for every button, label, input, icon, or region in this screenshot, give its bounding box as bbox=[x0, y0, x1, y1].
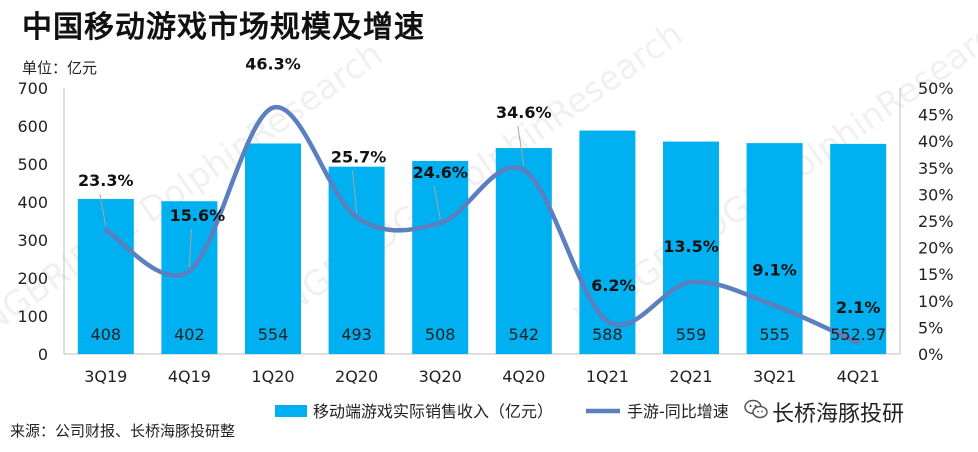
bar-value-label: 493 bbox=[341, 325, 372, 344]
x-axis-tick-label: 4Q21 bbox=[837, 367, 880, 386]
bar-value-label: 402 bbox=[174, 325, 205, 344]
bar bbox=[579, 130, 636, 354]
x-axis-tick-label: 4Q19 bbox=[168, 367, 211, 386]
axes: 0 100 200 300 400 500 600 700 0% 5% 10% 15% 20% 25% 30… bbox=[17, 79, 953, 386]
left-axis-tick-label: 0 bbox=[38, 345, 48, 364]
bar bbox=[412, 160, 469, 354]
x-axis-tick-label: 4Q20 bbox=[502, 367, 545, 386]
left-axis-tick-label: 500 bbox=[17, 155, 48, 174]
growth-value-label: 6.2% bbox=[591, 276, 635, 295]
growth-line bbox=[103, 105, 861, 346]
x-axis-tick-label: 3Q19 bbox=[84, 367, 127, 386]
left-axis-tick-label: 100 bbox=[17, 307, 48, 326]
growth-value-label: 34.6% bbox=[496, 103, 552, 122]
left-axis-tick-label: 300 bbox=[17, 231, 48, 250]
growth-value-label: 46.3% bbox=[245, 55, 301, 74]
leader-line bbox=[517, 125, 525, 167]
x-axis-tick-label: 3Q21 bbox=[753, 367, 796, 386]
bar bbox=[663, 141, 719, 354]
left-axis-tick-label: 400 bbox=[17, 193, 48, 212]
source-note: 来源：公司财报、长桥海豚投研整 bbox=[10, 422, 236, 440]
x-axis-tick-label: 1Q21 bbox=[586, 367, 629, 386]
x-axis-tick-label: 3Q20 bbox=[419, 367, 462, 386]
leader-line bbox=[188, 228, 192, 268]
growth-value-label: 2.1% bbox=[836, 298, 880, 317]
growth-value-label: 23.3% bbox=[78, 171, 134, 190]
bar-value-label: 408 bbox=[91, 325, 122, 344]
right-axis-tick-label: 50% bbox=[918, 79, 954, 98]
leader-line bbox=[99, 193, 107, 227]
left-axis-tick-label: 600 bbox=[17, 117, 48, 136]
bar bbox=[830, 143, 887, 354]
legend-label-line: 手游-同比增速 bbox=[627, 402, 729, 421]
bar-series bbox=[77, 130, 887, 354]
wechat-icon bbox=[744, 399, 768, 419]
chart-title: 中国移动游戏市场规模及增速 bbox=[22, 10, 425, 45]
right-axis-tick-label: 35% bbox=[918, 159, 954, 178]
bar-value-label: 559 bbox=[676, 325, 707, 344]
bar-value-label: 552.97 bbox=[830, 325, 886, 344]
x-axis-tick-label: 1Q20 bbox=[251, 367, 294, 386]
leader-line bbox=[433, 186, 441, 220]
bar-value-label: 588 bbox=[592, 325, 623, 344]
unit-label: 单位：亿元 bbox=[22, 59, 98, 77]
legend: 移动端游戏实际销售收入（亿元） 手游-同比增速 bbox=[275, 402, 729, 421]
right-axis-tick-label: 20% bbox=[918, 239, 954, 258]
growth-value-label: 15.6% bbox=[170, 206, 226, 225]
leader-line bbox=[352, 170, 358, 214]
right-axis-tick-label: 5% bbox=[918, 318, 943, 337]
x-axis-tick-label: 2Q21 bbox=[669, 367, 712, 386]
legend-label-bar: 移动端游戏实际销售收入（亿元） bbox=[313, 402, 553, 421]
bar bbox=[245, 143, 301, 354]
growth-value-label: 25.7% bbox=[331, 147, 387, 166]
growth-value-label: 9.1% bbox=[752, 261, 796, 280]
left-axis-tick-label: 200 bbox=[17, 269, 48, 288]
right-axis-tick-label: 45% bbox=[918, 106, 954, 125]
bar-value-label: 542 bbox=[509, 325, 540, 344]
right-axis-tick-label: 25% bbox=[918, 212, 954, 231]
bar bbox=[746, 143, 803, 354]
bar bbox=[161, 201, 218, 354]
line-series bbox=[103, 105, 861, 346]
bar-value-label: 508 bbox=[425, 325, 456, 344]
right-axis-tick-label: 30% bbox=[918, 185, 954, 204]
right-axis-tick-label: 40% bbox=[918, 132, 954, 151]
bar bbox=[495, 148, 552, 354]
growth-value-label: 13.5% bbox=[663, 237, 719, 256]
right-axis-tick-label: 0% bbox=[918, 345, 943, 364]
brand-label: 长桥海豚投研 bbox=[772, 402, 905, 427]
growth-value-label: 24.6% bbox=[412, 163, 468, 182]
bar-value-label: 554 bbox=[258, 325, 289, 344]
data-labels: 408 402 554 493 508 542 588 559 555 552.97 23.3% 15… bbox=[78, 55, 886, 344]
x-axis-tick-label: 2Q20 bbox=[335, 367, 378, 386]
bar-value-label: 555 bbox=[759, 325, 790, 344]
left-axis-tick-label: 700 bbox=[17, 79, 48, 98]
right-axis-tick-label: 10% bbox=[918, 292, 954, 311]
right-axis-tick-label: 15% bbox=[918, 265, 954, 284]
legend-swatch-bar bbox=[275, 405, 307, 417]
